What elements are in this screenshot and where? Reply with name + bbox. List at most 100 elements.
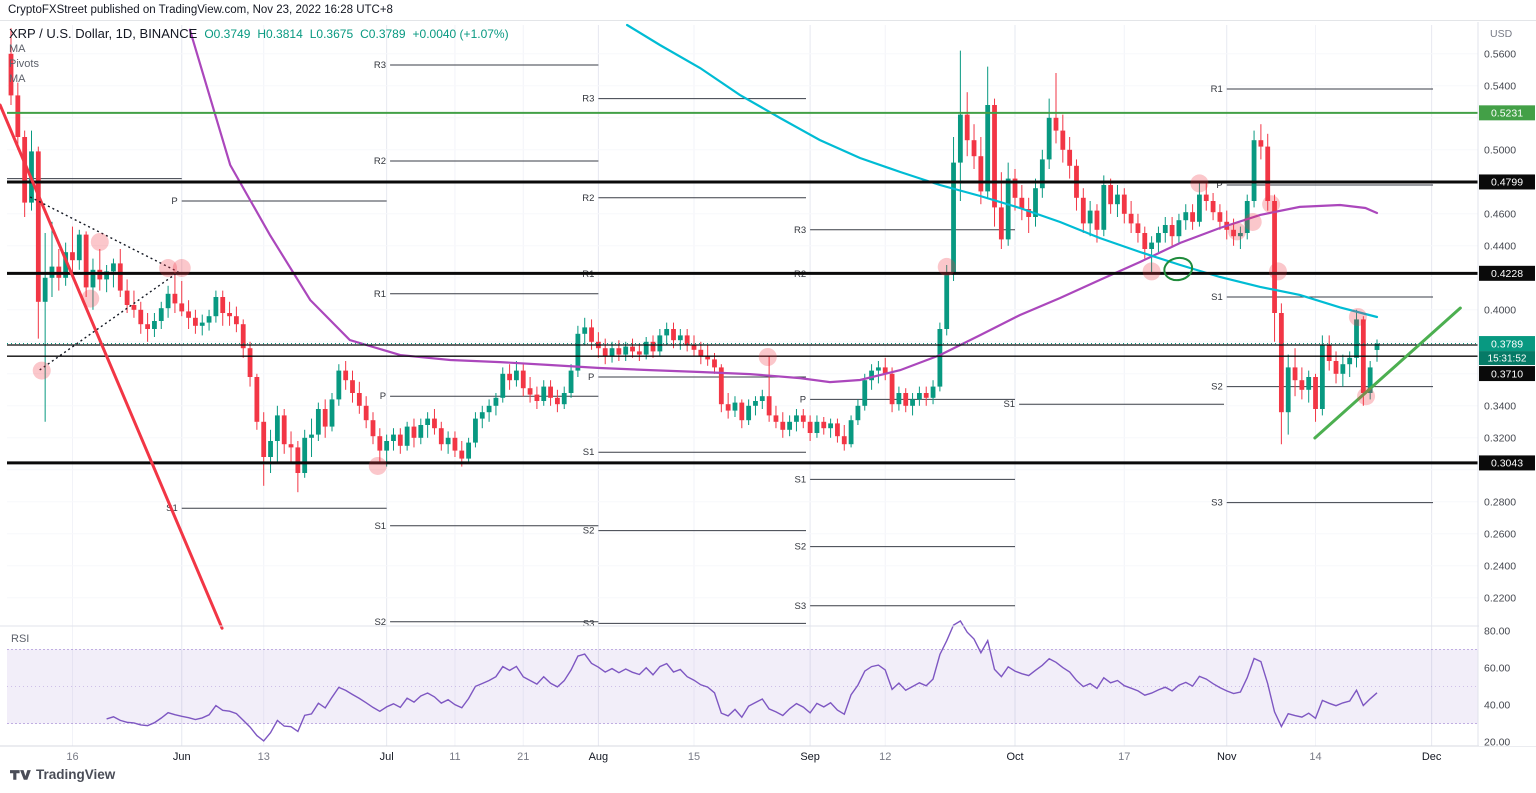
indicator-rsi[interactable]: RSI <box>11 633 30 645</box>
time-tick: Aug <box>589 751 609 763</box>
price-change: +0.0040 (+1.07%) <box>412 27 509 41</box>
svg-text:0.3710: 0.3710 <box>1491 368 1523 380</box>
time-tick: Jun <box>173 751 191 763</box>
time-tick: Nov <box>1217 751 1237 763</box>
svg-text:0.3043: 0.3043 <box>1491 458 1523 470</box>
price-tick: 0.5400 <box>1484 80 1516 92</box>
pivot-label: P <box>171 196 177 207</box>
horizontal-levels-layer <box>7 111 1478 465</box>
rsi-tick: 20.00 <box>1484 737 1510 749</box>
price-tick: 0.2200 <box>1484 592 1516 604</box>
pivot-label: S2 <box>1211 382 1223 393</box>
svg-text:0.3789: 0.3789 <box>1491 338 1523 350</box>
dotted-pennant-lines[interactable] <box>29 196 179 371</box>
price-tick: 0.5000 <box>1484 144 1516 156</box>
price-badges: 0.5231 0.4799 0.4228 0.3789 15:31:52 0.3710 0.… <box>1479 105 1535 471</box>
time-tick: 21 <box>517 751 529 763</box>
price-tick: 0.2400 <box>1484 560 1516 572</box>
time-tick: Sep <box>800 751 820 763</box>
price-badge <box>1479 174 1535 190</box>
svg-text:0.4228: 0.4228 <box>1491 268 1523 280</box>
rsi-tick: 80.00 <box>1484 626 1510 638</box>
pivot-label: S3 <box>1211 498 1223 509</box>
time-tick: 12 <box>879 751 891 763</box>
pivot-label: S1 <box>794 474 806 485</box>
time-tick: 17 <box>1118 751 1130 763</box>
ma-slow-line <box>626 23 1379 319</box>
svg-text:0.5231: 0.5231 <box>1491 108 1523 120</box>
ma-fast-line <box>188 28 1379 384</box>
pivot-label: S2 <box>583 526 595 537</box>
price-tick: 0.2600 <box>1484 528 1516 540</box>
highlight-circles <box>32 174 1376 475</box>
tradingview-brand-text: TradingView <box>36 767 116 782</box>
pivot-label: R1 <box>1211 84 1223 95</box>
price-badge <box>1479 265 1535 281</box>
price-badge <box>1479 336 1535 352</box>
indicator-ma-slow[interactable]: MA <box>9 73 26 85</box>
footer: TradingView <box>10 767 115 782</box>
rsi-tick: 60.00 <box>1484 663 1510 675</box>
candles-series <box>8 28 1380 493</box>
price-tick: 0.2800 <box>1484 496 1516 508</box>
price-badge <box>1479 105 1535 121</box>
pivot-label: S2 <box>794 542 806 553</box>
time-tick: 11 <box>449 751 460 763</box>
symbol-title: XRP / U.S. Dollar, 1D, BINANCE <box>9 26 198 41</box>
pivot-label: S1 <box>374 521 386 532</box>
svg-text:0.4799: 0.4799 <box>1491 177 1523 189</box>
pivot-label: R3 <box>374 60 386 71</box>
pivot-label: S1 <box>583 447 595 458</box>
pivot-label: R1 <box>374 289 386 300</box>
rsi-pane <box>7 620 1478 742</box>
pivot-label: P <box>800 394 806 405</box>
currency-label: USD <box>1490 28 1513 40</box>
pivot-label: S1 <box>1211 292 1223 303</box>
tradingview-logo-link[interactable]: TradingView <box>10 767 115 782</box>
ohlc-high: H0.3814 <box>257 27 303 41</box>
price-badge <box>1479 366 1535 382</box>
pivot-label: P <box>380 391 386 402</box>
time-tick: Oct <box>1006 751 1023 763</box>
time-tick: 14 <box>1309 751 1321 763</box>
pivot-label: R3 <box>794 225 806 236</box>
ohlc-open: O0.3749 <box>204 27 251 41</box>
attribution-bar: CryptoFXStreet published on TradingView.… <box>0 0 1536 21</box>
indicator-ma-fast[interactable]: MA <box>9 43 26 55</box>
red-downtrend[interactable] <box>0 103 224 630</box>
time-tick: 16 <box>66 751 78 763</box>
price-tick: 0.4600 <box>1484 208 1516 220</box>
annotation-ellipse[interactable] <box>1162 255 1194 282</box>
price-tick: 0.4000 <box>1484 304 1516 316</box>
pane-separators <box>0 22 1536 747</box>
time-tick: 13 <box>258 751 270 763</box>
price-badge <box>1479 455 1535 471</box>
price-tick: 0.5600 <box>1484 48 1516 60</box>
indicator-pivots[interactable]: Pivots <box>9 58 39 70</box>
pivot-label: P <box>588 372 594 383</box>
pivot-label: R2 <box>582 193 594 204</box>
countdown-badge <box>1479 351 1535 366</box>
rsi-band <box>7 649 1478 724</box>
time-tick: Jul <box>380 751 394 763</box>
grid-layer <box>7 25 1478 746</box>
pivot-label: S1 <box>1003 399 1015 410</box>
rsi-tick: 40.00 <box>1484 700 1510 712</box>
price-tick: 0.4400 <box>1484 240 1516 252</box>
pivot-label: S2 <box>374 617 386 628</box>
ohlc-low: L0.3675 <box>309 27 354 41</box>
price-axis[interactable]: USD0.56000.54000.50000.46000.44000.40000… <box>1479 22 1536 749</box>
time-tick: Dec <box>1422 751 1442 763</box>
symbol-row[interactable]: XRP / U.S. Dollar, 1D, BINANCE O0.3749 H… <box>9 26 509 41</box>
rsi-line <box>106 620 1378 742</box>
green-uptrend[interactable] <box>1313 306 1462 440</box>
time-axis[interactable]: 16 Jun 13 Jul 11 21 Aug 15 Sep 12 Oct 17 Nov 14 Dec <box>0 747 1536 767</box>
pivot-label: R2 <box>374 156 386 167</box>
pivot-label: S3 <box>583 618 595 629</box>
svg-text:15:31:52: 15:31:52 <box>1488 354 1527 365</box>
ohlc-close: C0.3789 <box>360 27 406 41</box>
tradingview-logo-icon <box>10 770 31 780</box>
price-tick: 0.3400 <box>1484 400 1516 412</box>
